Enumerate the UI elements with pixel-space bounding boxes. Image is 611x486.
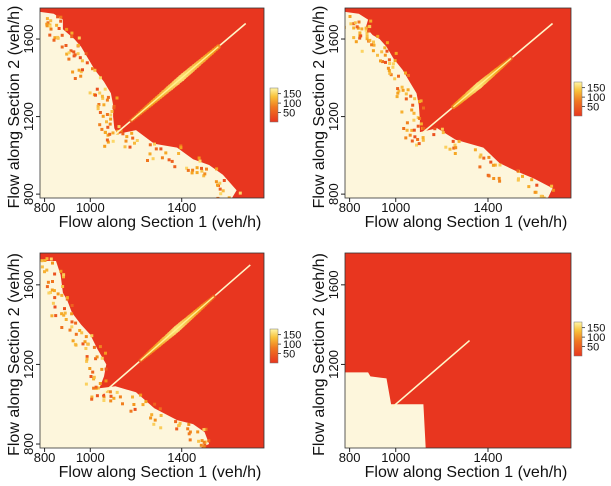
y-tick-label: 1200 [326,350,341,379]
y-tick-label: 800 [21,433,36,455]
heatmap-area [345,253,571,448]
diagonal-hot-band [451,56,513,110]
x-tick-label: 1400 [167,450,196,465]
colorbar-tick-label: 150 [587,323,605,335]
heatmap-area [40,253,264,448]
y-axis-title: Flow along Section 2 (veh/h) [6,253,23,456]
colorbar-tick-label: 50 [587,342,599,354]
x-tick-label: 1000 [76,450,105,465]
y-tick-label: 1600 [21,270,36,299]
colorbar-tick-label: 50 [283,349,295,361]
colorbar-tick-label: 100 [283,98,301,110]
y-tick-label: 1200 [21,350,36,379]
heatmap-area [345,8,571,198]
x-tick-label: 800 [34,450,56,465]
x-tick-label: 1400 [167,200,196,215]
colorbar-tick-label: 100 [283,339,301,351]
x-tick-label: 1000 [381,200,410,215]
panel-bottom-right: 800 1000 1400 1200 1600 Flow along Section 1 … [311,252,605,481]
colorbar-tick-label: 50 [283,108,295,120]
diagonal-hot-band [129,44,221,123]
y-axis-title: Flow along Section 2 (veh/h) [6,6,23,209]
colorbar-tick-label: 100 [587,92,605,104]
plot-frame [344,7,572,199]
x-tick-label: 1400 [474,450,503,465]
colorbar [269,87,279,123]
x-tick-label: 1000 [381,450,410,465]
plot-frame [39,252,265,449]
y-tick-label: 1200 [21,102,36,131]
diagonal-hot-band [138,294,216,363]
y-tick-label: 800 [326,183,341,205]
colorbar-tick-label: 150 [283,89,301,101]
x-tick-label: 800 [34,200,56,215]
colorbar-tick-label: 50 [587,102,599,114]
heatmap-speckle-cells [40,257,211,448]
x-tick-label: 800 [339,200,361,215]
x-axis-title: Flow along Section 1 (veh/h) [59,464,262,481]
y-axis-title: Flow along Section 2 (veh/h) [311,253,328,456]
diagonal-line [390,339,471,409]
heatmap-area [40,8,264,198]
plot-frame [344,252,572,449]
y-axis-title: Flow along Section 2 (veh/h) [311,6,328,209]
x-tick-label: 800 [339,450,361,465]
x-axis-title: Flow along Section 1 (veh/h) [59,214,262,231]
colorbar-tick-label: 100 [587,332,605,344]
y-tick-label: 1600 [326,270,341,299]
colorbar [269,328,279,364]
y-tick-label: 1600 [21,25,36,54]
y-tick-label: 1200 [326,102,341,131]
heatmap-speckle-cells [45,15,242,198]
colorbar [573,81,583,117]
x-axis-title: Flow along Section 1 (veh/h) [365,214,568,231]
x-tick-label: 1400 [474,200,503,215]
colorbar-tick-label: 150 [283,330,301,342]
y-tick-label: 800 [21,183,36,205]
y-tick-label: 1600 [326,25,341,54]
heatmap-speckle-cells [345,15,555,198]
plot-frame [39,7,265,199]
x-tick-label: 1000 [76,200,105,215]
colorbar [573,321,583,357]
colorbar-tick-label: 150 [587,83,605,95]
x-axis-title: Flow along Section 1 (veh/h) [365,464,568,481]
